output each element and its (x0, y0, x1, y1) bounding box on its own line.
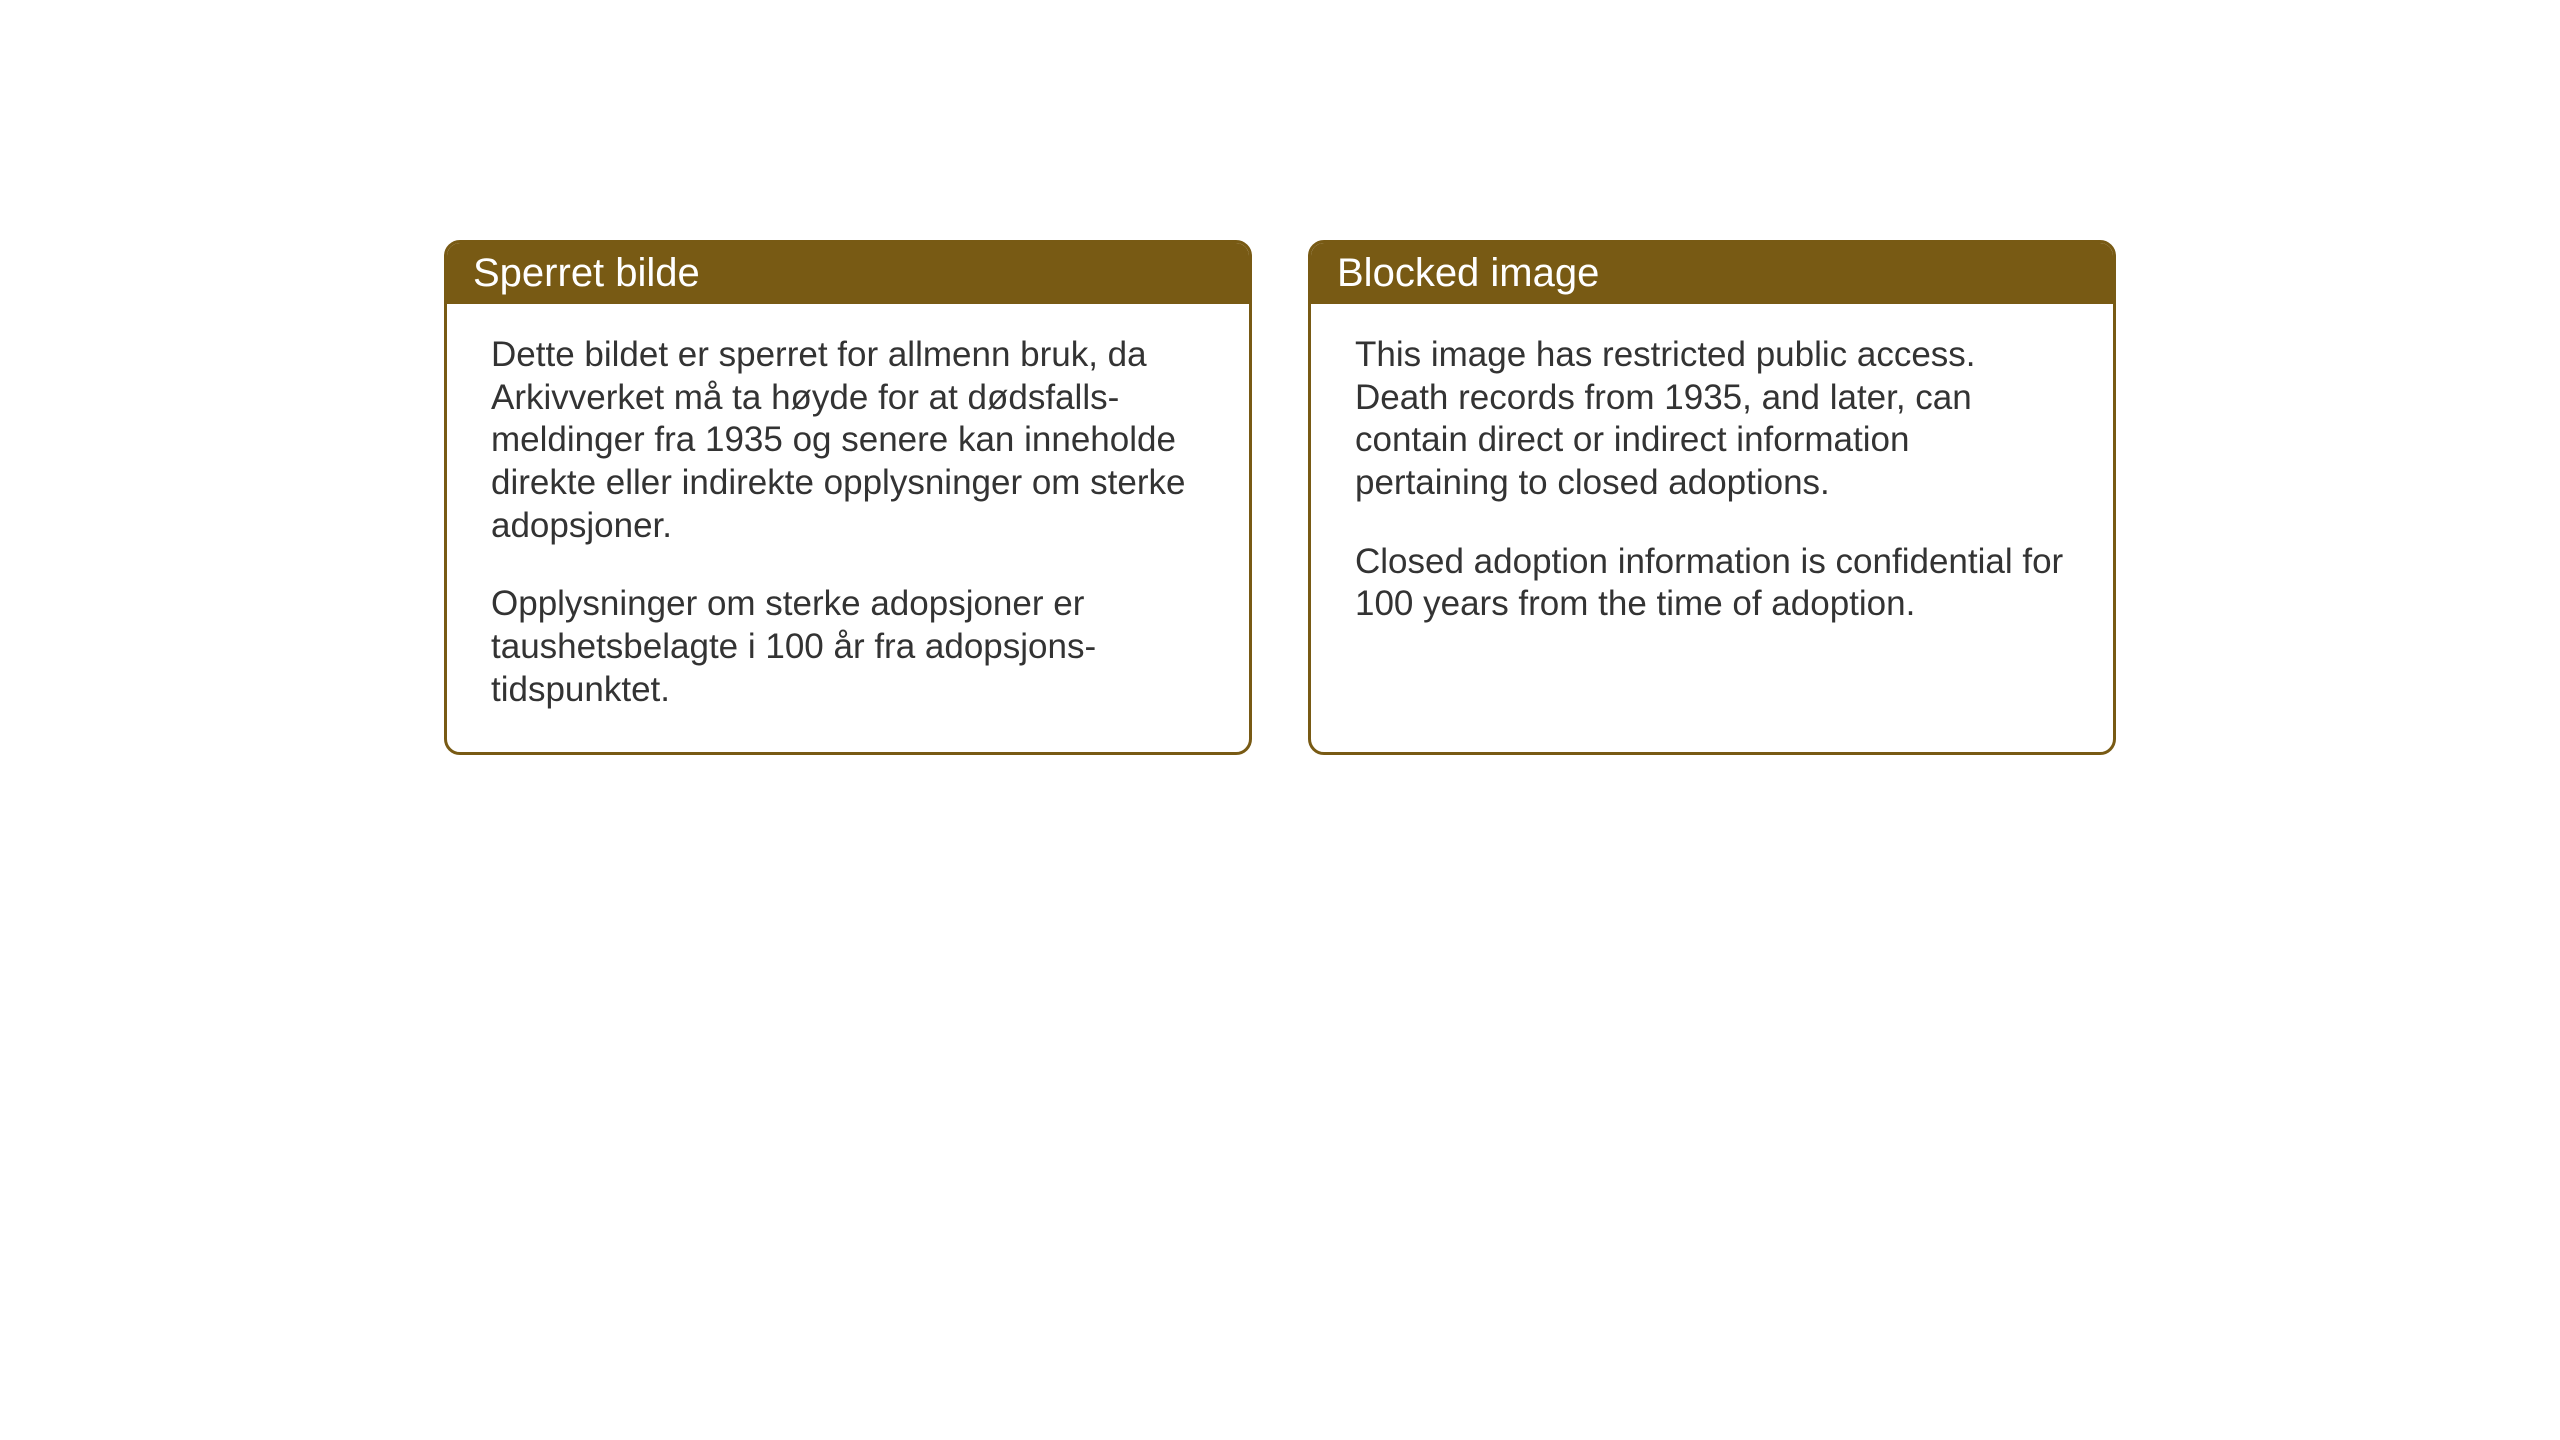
english-card: Blocked image This image has restricted … (1308, 240, 2116, 755)
english-paragraph-1: This image has restricted public access.… (1355, 334, 2069, 505)
norwegian-card-title: Sperret bilde (447, 243, 1249, 304)
norwegian-paragraph-2: Opplysninger om sterke adopsjoner er tau… (491, 583, 1205, 711)
cards-container: Sperret bilde Dette bildet er sperret fo… (444, 240, 2116, 755)
norwegian-card: Sperret bilde Dette bildet er sperret fo… (444, 240, 1252, 755)
english-paragraph-2: Closed adoption information is confident… (1355, 541, 2069, 626)
english-card-title: Blocked image (1311, 243, 2113, 304)
english-card-body: This image has restricted public access.… (1311, 304, 2113, 704)
norwegian-card-body: Dette bildet er sperret for allmenn bruk… (447, 304, 1249, 752)
norwegian-paragraph-1: Dette bildet er sperret for allmenn bruk… (491, 334, 1205, 547)
